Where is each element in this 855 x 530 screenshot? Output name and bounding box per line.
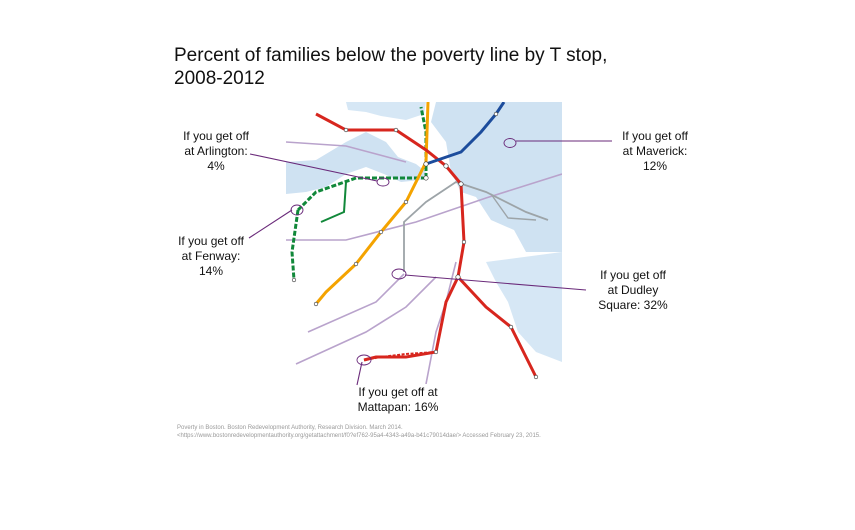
callout-arlington: If you get off at Arlington: 4% <box>172 129 260 174</box>
callout-dudley-line-2: at Dudley <box>607 283 659 297</box>
callout-arlington-line-3: 4% <box>207 159 225 173</box>
water-dorchester-bay <box>486 252 562 362</box>
callout-maverick-line-2: at Maverick: <box>622 144 688 158</box>
orange-line <box>314 102 430 305</box>
transfer-station-icon <box>423 161 429 167</box>
water-mystic <box>346 102 426 120</box>
callout-mattapan-line-1: If you get off at <box>358 385 438 399</box>
callout-maverick-line-3: 12% <box>642 159 668 173</box>
green-line-e-branch <box>320 181 347 223</box>
station-dot-icon <box>291 277 297 283</box>
callout-dudley: If you get off at Dudley Square: 32% <box>589 268 677 313</box>
source-line-2: <https://www.bostonredevelopmentauthorit… <box>177 433 541 439</box>
highlight-circle-icon <box>391 268 407 280</box>
station-dots <box>291 111 539 380</box>
callout-arlington-line-1: If you get off <box>183 129 249 143</box>
water-charles-river <box>286 132 426 194</box>
highlight-circles <box>290 138 517 366</box>
callout-mattapan-line-2: Mattapan: 16% <box>357 400 439 414</box>
mattapan-trolley <box>363 351 437 361</box>
page-title: Percent of families below the poverty li… <box>174 44 654 90</box>
source-line-1: Poverty in Boston. Boston Redevelopment … <box>177 425 403 431</box>
highlight-circle-icon <box>503 138 517 148</box>
water-harbor <box>431 102 562 252</box>
station-dot-icon <box>343 127 349 133</box>
green-line <box>290 106 428 281</box>
callout-fenway-line-3: 14% <box>198 264 224 278</box>
station-dot-icon <box>403 199 409 205</box>
station-dot-icon <box>353 261 359 267</box>
transit-map-graphic <box>286 102 562 384</box>
station-dot-icon <box>393 127 399 133</box>
source-citation: Poverty in Boston. Boston Redevelopment … <box>177 424 597 440</box>
blue-line <box>425 102 506 166</box>
title-line-2: 2008-2012 <box>174 68 265 89</box>
title-line-1: Percent of families below the poverty li… <box>174 45 608 66</box>
transfer-station-icon <box>423 175 429 181</box>
transfer-station-icon <box>443 163 449 169</box>
callout-fenway-line-1: If you get off <box>178 234 244 248</box>
station-dot-icon <box>508 324 514 330</box>
callout-mattapan: If you get off at Mattapan: 16% <box>344 385 452 415</box>
commuter-rail-lines <box>286 141 562 384</box>
callout-dudley-line-1: If you get off <box>600 268 666 282</box>
callout-fenway-line-2: at Fenway: <box>181 249 241 263</box>
transfer-station-icon <box>458 181 464 187</box>
callout-maverick-line-1: If you get off <box>622 129 688 143</box>
callout-arlington-line-2: at Arlington: <box>184 144 248 158</box>
callout-fenway: If you get off at Fenway: 14% <box>166 234 256 279</box>
station-dot-icon <box>433 349 439 355</box>
callout-maverick: If you get off at Maverick: 12% <box>611 129 699 174</box>
transfer-station-icon <box>455 274 461 280</box>
highlight-circle-icon <box>376 177 390 187</box>
station-dot-icon <box>461 239 467 245</box>
station-dot-icon <box>493 111 499 117</box>
transit-map <box>286 102 562 384</box>
station-dot-icon <box>533 374 539 380</box>
station-dot-icon <box>313 301 319 307</box>
callout-dudley-line-3: Square: 32% <box>598 298 668 312</box>
silver-line <box>403 181 549 272</box>
station-dot-icon <box>378 229 384 235</box>
silver-line-branch <box>490 193 537 221</box>
highlight-circle-icon <box>356 354 372 366</box>
